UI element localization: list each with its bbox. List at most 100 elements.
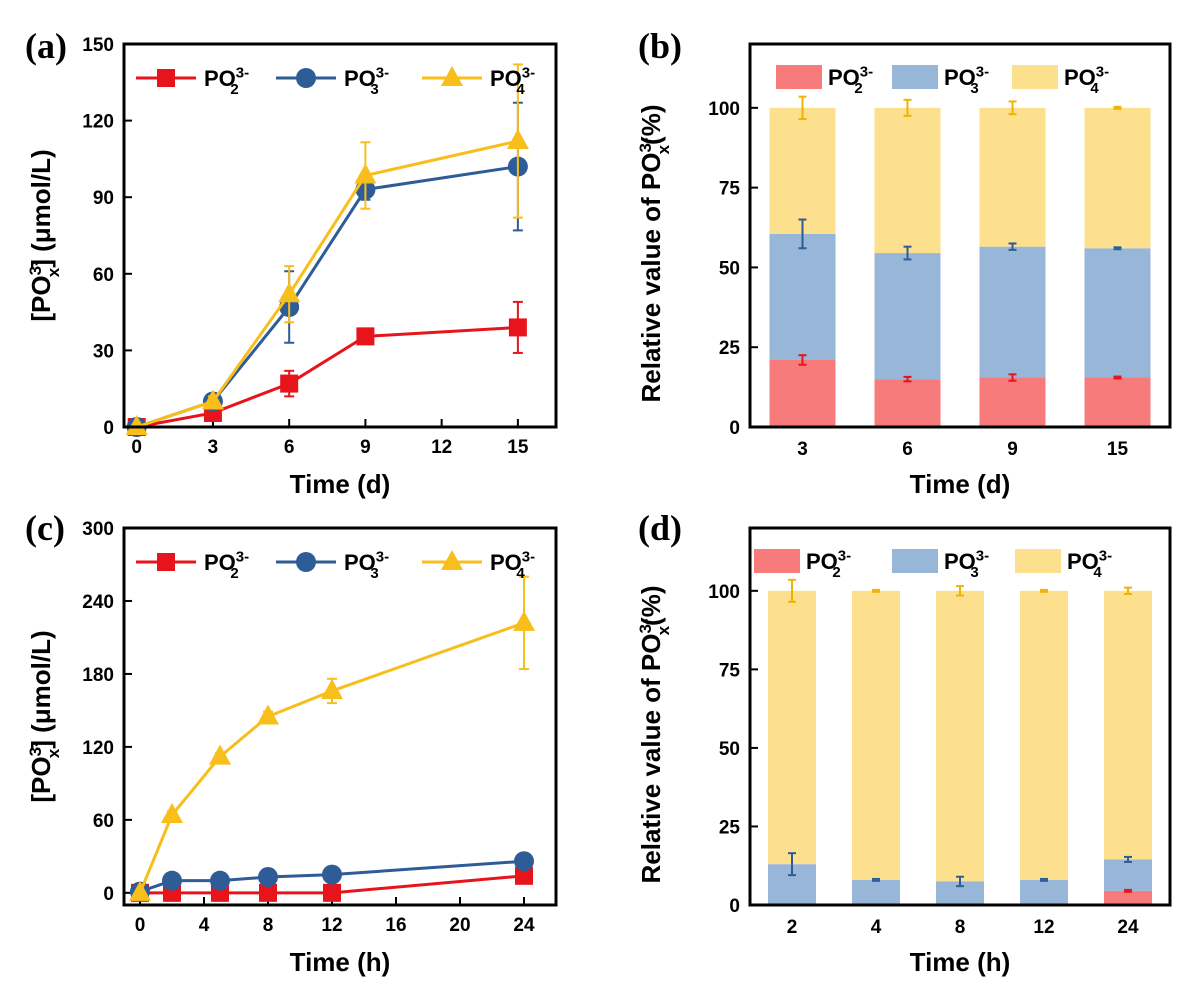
x-tick-label: 12 bbox=[1033, 917, 1054, 938]
legend-label-po3: PO3-3 bbox=[344, 549, 389, 583]
legend-swatch-po4 bbox=[1012, 65, 1058, 89]
bar-po4 bbox=[1084, 107, 1151, 249]
data-point-po4 bbox=[201, 389, 224, 410]
y-tick-label: 150 bbox=[82, 35, 114, 56]
legend-swatch-po4 bbox=[1015, 549, 1061, 573]
x-tick-label: 0 bbox=[131, 437, 142, 458]
data-point-po4 bbox=[209, 744, 231, 765]
x-axis-label: Time (h) bbox=[910, 947, 1011, 977]
panel-b: (b) 0 25 50 75 100 3 6 9 15 PO3-2 PO3-3 PO3-4 Time (d… bbox=[636, 26, 1172, 499]
legend: PO3-2 PO3-3 PO3-4 bbox=[136, 65, 535, 99]
data-point-po4 bbox=[354, 163, 377, 184]
x-tick-label: 8 bbox=[263, 915, 274, 936]
bar-po2 bbox=[1104, 890, 1152, 905]
plot-frame bbox=[748, 526, 1172, 907]
x-tick-label: 24 bbox=[513, 915, 535, 936]
legend-swatch-po3 bbox=[892, 65, 938, 89]
data-point-po4 bbox=[278, 282, 301, 303]
x-tick-label: 6 bbox=[284, 437, 295, 458]
legend-swatch-po3 bbox=[892, 549, 938, 573]
series-line-po3 bbox=[136, 165, 519, 429]
panel-label: (d) bbox=[638, 508, 682, 548]
series-line-po4 bbox=[136, 139, 519, 429]
y-tick-label: 180 bbox=[82, 665, 114, 686]
bar-po3 bbox=[1020, 879, 1068, 905]
legend: PO3-2 PO3-3 PO3-4 bbox=[136, 549, 535, 583]
data-point-po2 bbox=[356, 327, 375, 346]
panel-label: (b) bbox=[638, 26, 682, 66]
bar-po2 bbox=[874, 379, 941, 427]
legend-marker-po3 bbox=[296, 552, 316, 572]
x-axis-label: Time (d) bbox=[290, 469, 391, 499]
bar-po3 bbox=[874, 253, 941, 380]
legend-label-po2: PO3-2 bbox=[204, 65, 249, 99]
y-tick-label: 0 bbox=[729, 896, 740, 917]
series-line-po4 bbox=[138, 621, 525, 894]
x-axis-label: Time (d) bbox=[910, 469, 1011, 499]
bar-po4 bbox=[1020, 590, 1068, 880]
legend-swatch-po2 bbox=[776, 65, 822, 89]
bar-po2 bbox=[979, 377, 1046, 427]
y-tick-label: 90 bbox=[93, 188, 114, 209]
legend-label-po4: PO3-4 bbox=[1064, 64, 1109, 98]
x-tick-label: 24 bbox=[1117, 917, 1139, 938]
data-point-po2 bbox=[280, 374, 299, 393]
data-point-po4 bbox=[161, 803, 183, 824]
legend-label-po2: PO3-2 bbox=[806, 548, 851, 582]
bar-po4 bbox=[936, 590, 984, 882]
legend-marker-po4 bbox=[441, 550, 463, 570]
bar-po4 bbox=[769, 107, 836, 234]
x-tick-label: 6 bbox=[902, 439, 913, 460]
x-tick-label: 16 bbox=[385, 915, 406, 936]
plot-frame bbox=[122, 42, 558, 429]
data-point-po2 bbox=[515, 866, 533, 885]
bar-po4 bbox=[874, 107, 941, 254]
panel-label: (a) bbox=[25, 26, 67, 66]
y-tick-label: 50 bbox=[719, 258, 740, 279]
bar-po3 bbox=[936, 881, 984, 905]
y-tick-label: 240 bbox=[82, 592, 114, 613]
y-tick-label: 50 bbox=[719, 739, 740, 760]
bar-po3 bbox=[1104, 859, 1152, 891]
x-tick-label: 12 bbox=[321, 915, 342, 936]
y-tick-label: 0 bbox=[103, 418, 114, 439]
data-point-po4 bbox=[129, 880, 151, 901]
data-point-po3 bbox=[514, 851, 534, 872]
bar-po3 bbox=[979, 246, 1046, 378]
legend-marker-po4 bbox=[441, 66, 463, 86]
y-tick-label: 100 bbox=[708, 99, 740, 120]
data-point-po4 bbox=[506, 129, 529, 150]
y-axis-label: Relative value of PO3-x(%) bbox=[636, 585, 673, 883]
data-point-po2 bbox=[323, 883, 341, 902]
y-tick-label: 25 bbox=[719, 817, 741, 838]
x-axis-label: Time (h) bbox=[290, 947, 391, 977]
x-tick-label: 9 bbox=[1007, 439, 1018, 460]
data-point-po4 bbox=[513, 610, 535, 631]
x-tick-label: 15 bbox=[507, 437, 529, 458]
legend-marker-po3 bbox=[296, 68, 316, 88]
legend-marker-po2 bbox=[157, 69, 175, 87]
y-tick-label: 120 bbox=[82, 738, 114, 759]
data-point-po3 bbox=[162, 870, 182, 891]
bar-po2 bbox=[769, 359, 836, 427]
y-tick-label: 30 bbox=[93, 341, 114, 362]
panel-label: (c) bbox=[25, 508, 65, 548]
legend-label-po2: PO3-2 bbox=[828, 64, 873, 98]
bar-po3 bbox=[852, 879, 900, 905]
legend: PO3-2 PO3-3 PO3-4 bbox=[754, 548, 1112, 582]
bar-po4 bbox=[852, 590, 900, 880]
data-point-po4 bbox=[125, 415, 148, 435]
bar-po3 bbox=[1084, 248, 1151, 378]
bar-po4 bbox=[768, 590, 816, 865]
plot-frame bbox=[122, 526, 558, 907]
legend-swatch-po2 bbox=[754, 549, 800, 573]
y-tick-label: 120 bbox=[82, 112, 114, 133]
legend-label-po2: PO3-2 bbox=[204, 549, 249, 583]
x-tick-label: 9 bbox=[360, 437, 371, 458]
x-tick-label: 15 bbox=[1107, 439, 1129, 460]
y-tick-label: 25 bbox=[719, 338, 741, 359]
y-tick-label: 100 bbox=[708, 582, 740, 603]
